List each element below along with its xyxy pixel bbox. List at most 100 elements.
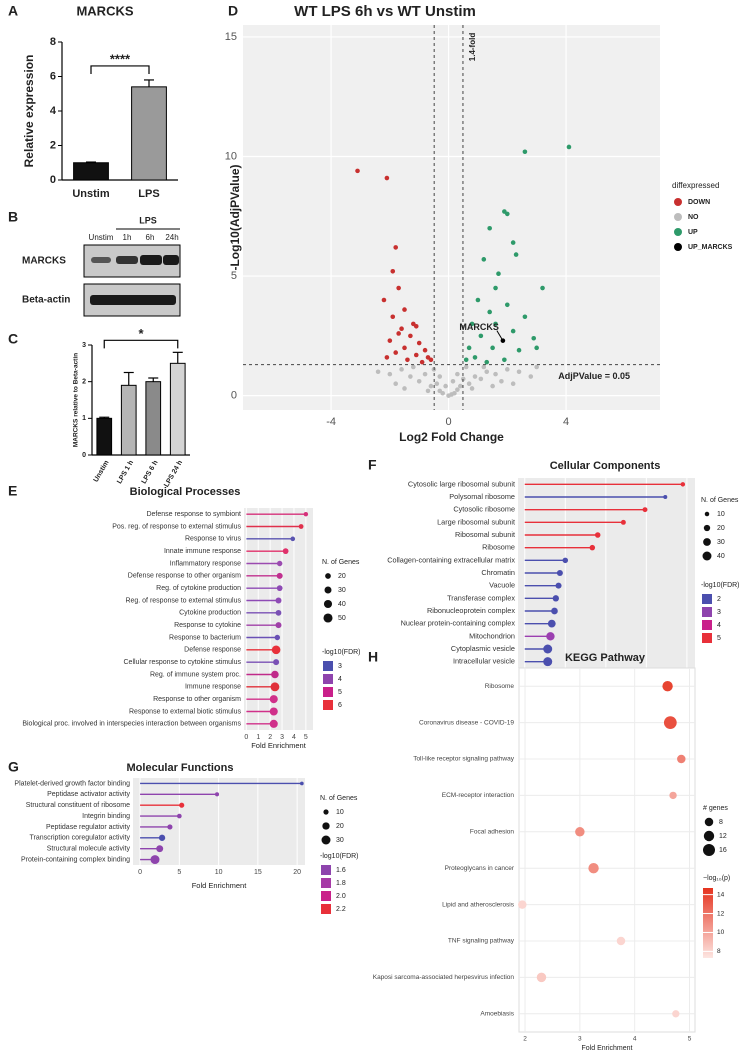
category-label: Pos. reg. of response to external stimul… [112, 523, 241, 530]
x-tick-label: 0 [244, 734, 248, 741]
colorbar-label: 12 [717, 910, 725, 917]
legend-label: 4 [338, 676, 342, 683]
category-label: Mitochondrion [469, 631, 515, 640]
legend-swatch [323, 674, 333, 684]
dot [543, 657, 553, 667]
point [484, 359, 490, 365]
point [478, 333, 484, 339]
dot [552, 595, 560, 602]
panel-letter: A [8, 3, 18, 19]
legend-label: 5 [338, 689, 342, 696]
label-pointer [496, 330, 504, 341]
category-label: Reg. of cytokine production [156, 585, 241, 592]
legend-label: 1.8 [336, 880, 346, 887]
category-label: Proteoglycans in cancer [445, 865, 515, 872]
dot [303, 511, 309, 517]
x-tick-label: -4 [326, 416, 336, 428]
point [531, 335, 537, 341]
category-label: Cytokine production [179, 610, 241, 617]
dot [575, 827, 585, 837]
dot [276, 572, 283, 579]
dot [275, 609, 282, 616]
category-label: Large ribosomal subunit [437, 517, 515, 526]
dot [215, 792, 220, 797]
category-label: Biological proc. involved in interspecie… [22, 721, 241, 728]
category-label: Integrin binding [82, 813, 130, 820]
point [460, 376, 466, 382]
point [469, 386, 475, 391]
legend-swatch [321, 865, 331, 875]
point [484, 369, 490, 375]
bar [96, 417, 113, 456]
category-label: Peptidase activator activity [47, 791, 130, 798]
dot [518, 900, 527, 909]
point [437, 374, 443, 379]
category-label: Nuclear protein-containing complex [401, 619, 516, 628]
lane-label: Unstim [89, 233, 114, 242]
y-tick-label: 15 [225, 31, 237, 43]
x-axis-label: Fold Enrichment [582, 1045, 633, 1052]
dot [588, 863, 599, 874]
legend-marker [674, 228, 682, 236]
point [499, 379, 504, 384]
legend-size [324, 586, 332, 594]
panel-letter: E [8, 483, 17, 499]
dot [271, 645, 281, 655]
legend-label: DOWN [688, 199, 710, 206]
colorbar-label: 8 [717, 948, 721, 955]
point [396, 331, 401, 336]
category-label: Defense response [184, 647, 241, 654]
point [408, 374, 413, 379]
legend-size [322, 822, 330, 830]
legend-swatch [321, 878, 331, 888]
category-label: Toll-like receptor signaling pathway [413, 756, 515, 763]
point [500, 338, 506, 343]
point [510, 240, 516, 245]
point [487, 309, 492, 315]
y-tick-label: 10 [225, 150, 237, 162]
x-tick-label: 2 [268, 734, 272, 741]
point [534, 364, 539, 370]
legend-marker [674, 243, 682, 251]
legend-swatch [702, 620, 712, 630]
point [408, 333, 413, 339]
point [481, 257, 487, 262]
category-label: Cytosolic ribosome [453, 505, 515, 514]
legend-swatch [323, 661, 333, 671]
colorbar-label: 10 [717, 929, 725, 936]
panel-letter: B [8, 209, 18, 225]
point [393, 381, 399, 386]
chart-title: KEGG Pathway [565, 652, 646, 664]
x-tick-label: 5 [688, 1036, 692, 1043]
western-blot: B LPS Unstim 1h 6h 24h MARCKS Beta-actin [8, 209, 181, 317]
category-label: Response to bacterium [169, 634, 241, 641]
category-label: Cytosolic large ribosomal subunit [408, 479, 515, 488]
dot [536, 972, 547, 983]
x-tick-label: 4 [633, 1036, 637, 1043]
category-label: Peptidase regulator activity [46, 824, 131, 831]
point [496, 271, 501, 276]
bar [169, 362, 186, 456]
category-label: Ribonucleoprotein complex [427, 606, 515, 615]
treatment-label: LPS [139, 215, 157, 225]
chart-title: WT LPS 6h vs WT Unstim [294, 3, 476, 20]
point [428, 383, 434, 389]
x-tick-label: 15 [254, 869, 262, 876]
dot [150, 855, 160, 865]
legend-size [325, 573, 331, 579]
legend-label: 40 [338, 601, 346, 608]
point [393, 350, 399, 355]
bar [120, 384, 137, 456]
category-label: Coronavirus disease - COVID-19 [419, 719, 514, 726]
legend-label: 2.2 [336, 906, 346, 913]
category-label: Ribosomal subunit [455, 530, 515, 539]
band [140, 255, 162, 265]
dot [158, 834, 166, 841]
legend-size [323, 809, 329, 815]
category-label: Response to cytokine [174, 622, 241, 629]
x-axis-label: Fold Enrichment [251, 741, 307, 750]
point [399, 367, 404, 372]
bar [145, 381, 162, 456]
category-label: Transcription coregulator activity [29, 835, 130, 842]
point [396, 285, 401, 291]
